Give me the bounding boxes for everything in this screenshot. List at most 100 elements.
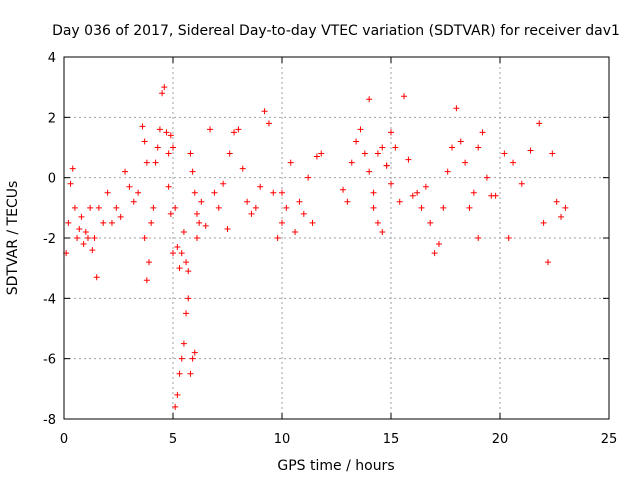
data-point <box>353 138 360 145</box>
data-point <box>80 241 87 248</box>
data-point <box>176 370 183 377</box>
data-point <box>300 210 307 217</box>
data-point <box>383 162 390 169</box>
data-point <box>226 150 233 157</box>
data-point <box>431 250 438 257</box>
data-point <box>165 150 172 157</box>
data-point <box>239 165 246 172</box>
y-tick-label: 2 <box>48 111 56 126</box>
data-point <box>180 340 187 347</box>
data-point <box>167 210 174 217</box>
data-point <box>143 277 150 284</box>
data-point <box>274 235 281 241</box>
y-tick-label: 0 <box>48 172 56 187</box>
series-11 <box>366 93 416 235</box>
data-point <box>78 213 85 220</box>
x-tick-labels: 0 5 10 15 20 25 <box>60 432 617 447</box>
y-tick-label: -4 <box>43 292 56 307</box>
data-point <box>224 225 231 232</box>
data-point <box>422 183 429 190</box>
data-point <box>388 180 394 187</box>
data-point <box>231 129 238 136</box>
data-point <box>361 150 368 157</box>
data-point <box>191 189 198 196</box>
data-point <box>544 259 551 266</box>
series-1 <box>63 165 100 281</box>
series-2 <box>95 123 150 226</box>
data-point <box>479 129 486 136</box>
x-tick-label: 0 <box>60 432 68 447</box>
data-point <box>501 150 508 157</box>
data-point <box>74 235 81 241</box>
data-point <box>257 183 264 190</box>
data-point <box>475 235 482 241</box>
data-point <box>440 204 447 211</box>
data-point <box>156 126 163 133</box>
data-point <box>409 192 416 199</box>
data-point <box>146 259 153 266</box>
data-point <box>185 295 192 302</box>
data-point <box>283 204 290 211</box>
series-9 <box>279 150 325 235</box>
data-point <box>130 198 137 205</box>
data-point <box>89 247 96 254</box>
data-point <box>211 189 218 196</box>
data-point <box>340 186 347 193</box>
data-point <box>183 259 190 266</box>
data-point <box>405 156 412 163</box>
data-point <box>189 355 196 362</box>
data-point <box>309 219 316 226</box>
data-point <box>69 165 76 172</box>
data-point <box>261 108 268 115</box>
data-point <box>396 198 403 205</box>
data-point <box>67 180 74 187</box>
data-point <box>189 168 196 175</box>
data-point <box>176 265 183 272</box>
data-point <box>392 144 399 151</box>
x-tick-label: 10 <box>274 432 291 447</box>
data-point <box>279 219 285 226</box>
data-point <box>348 159 355 166</box>
data-point <box>344 198 351 205</box>
data-point <box>453 105 460 112</box>
y-axis-label: SDTVAR / TECUs <box>5 181 21 296</box>
data-point <box>357 126 364 133</box>
data-point <box>248 210 255 217</box>
data-point <box>374 219 381 226</box>
data-point <box>172 403 179 410</box>
data-point <box>82 228 89 235</box>
y-tick-label: -6 <box>43 353 56 368</box>
data-point <box>270 189 277 196</box>
data-point <box>379 228 386 235</box>
series-6 <box>187 219 203 377</box>
data-point <box>475 144 482 151</box>
data-point <box>170 250 176 257</box>
data-point <box>117 213 124 220</box>
x-tick-label: 20 <box>492 432 509 447</box>
data-point <box>558 213 565 220</box>
data-point <box>202 222 209 229</box>
data-point <box>172 204 179 211</box>
axis-ticks <box>63 56 610 420</box>
data-point <box>191 349 198 356</box>
data-point <box>152 159 159 166</box>
y-tick-label: 4 <box>48 51 56 66</box>
data-point <box>287 159 294 166</box>
data-point <box>113 204 120 211</box>
data-point <box>178 355 185 362</box>
y-tick-label: -2 <box>43 232 56 247</box>
data-point <box>435 241 442 248</box>
series-12 <box>414 105 482 257</box>
data-point <box>366 168 373 175</box>
data-point <box>135 189 142 196</box>
data-point <box>95 204 102 211</box>
data-point <box>215 204 222 211</box>
data-point <box>374 150 381 157</box>
data-points <box>63 84 569 410</box>
series-10 <box>340 126 394 205</box>
data-point <box>126 183 133 190</box>
data-point <box>305 174 312 181</box>
data-point <box>174 391 181 398</box>
data-point <box>470 189 477 196</box>
